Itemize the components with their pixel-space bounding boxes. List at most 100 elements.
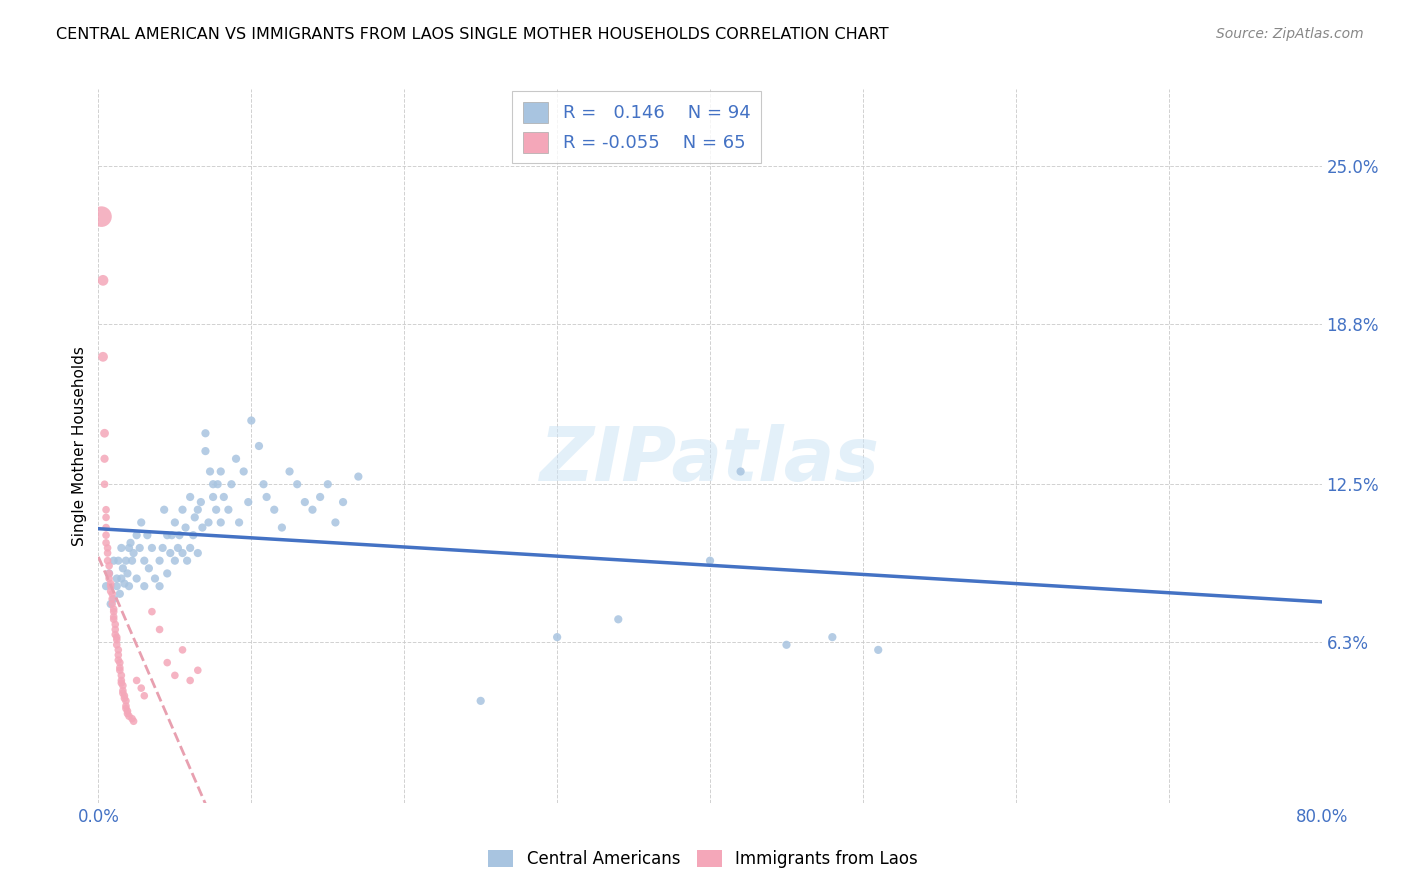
Point: [156, 528, 179, 542]
Point: [149, 623, 172, 637]
Point: [108, 656, 131, 670]
Point: [98, 572, 121, 586]
Point: [285, 477, 308, 491]
Legend: R =   0.146    N = 94, R = -0.055    N = 65: R = 0.146 N = 94, R = -0.055 N = 65: [512, 91, 761, 163]
Point: [115, 554, 138, 568]
Point: [252, 477, 274, 491]
Point: [181, 528, 204, 542]
Point: [247, 439, 270, 453]
Point: [98, 566, 121, 581]
Point: [187, 502, 209, 516]
Point: [209, 465, 232, 479]
Point: [108, 663, 131, 677]
Point: [98, 558, 121, 573]
Point: [93, 426, 115, 441]
Point: [91, 273, 114, 287]
Point: [160, 528, 183, 542]
Point: [94, 536, 117, 550]
Point: [110, 673, 132, 688]
Point: [316, 477, 339, 491]
Point: [103, 602, 125, 616]
Point: [111, 683, 134, 698]
Point: [104, 627, 127, 641]
Point: [821, 630, 844, 644]
Point: [101, 591, 124, 606]
Point: [101, 587, 124, 601]
Point: [94, 579, 117, 593]
Legend: Central Americans, Immigrants from Laos: Central Americans, Immigrants from Laos: [481, 843, 925, 875]
Point: [121, 712, 143, 726]
Point: [103, 612, 125, 626]
Point: [309, 490, 332, 504]
Point: [202, 490, 225, 504]
Point: [149, 554, 172, 568]
Point: [105, 572, 128, 586]
Point: [108, 587, 131, 601]
Point: [117, 706, 139, 721]
Point: [120, 536, 142, 550]
Point: [122, 714, 145, 729]
Point: [238, 495, 260, 509]
Point: [156, 566, 179, 581]
Point: [163, 554, 186, 568]
Point: [194, 426, 217, 441]
Point: [117, 566, 139, 581]
Point: [103, 591, 125, 606]
Point: [217, 502, 239, 516]
Point: [111, 679, 134, 693]
Point: [100, 584, 122, 599]
Point: [167, 541, 190, 555]
Point: [228, 516, 250, 530]
Point: [159, 546, 181, 560]
Text: Source: ZipAtlas.com: Source: ZipAtlas.com: [1216, 27, 1364, 41]
Point: [179, 673, 201, 688]
Point: [107, 643, 129, 657]
Point: [172, 546, 194, 560]
Point: [179, 490, 201, 504]
Point: [225, 451, 247, 466]
Point: [141, 541, 163, 555]
Point: [141, 605, 163, 619]
Point: [121, 554, 143, 568]
Point: [179, 541, 201, 555]
Point: [194, 444, 217, 458]
Point: [111, 686, 134, 700]
Point: [93, 477, 115, 491]
Point: [174, 520, 197, 534]
Point: [169, 528, 191, 542]
Point: [134, 579, 156, 593]
Point: [107, 653, 129, 667]
Point: [134, 689, 156, 703]
Point: [209, 516, 232, 530]
Point: [205, 502, 228, 516]
Point: [129, 516, 152, 530]
Point: [98, 566, 121, 581]
Point: [187, 546, 209, 560]
Point: [197, 516, 219, 530]
Point: [105, 579, 128, 593]
Point: [94, 502, 117, 516]
Point: [122, 546, 145, 560]
Point: [94, 510, 117, 524]
Point: [97, 554, 120, 568]
Point: [117, 704, 139, 718]
Point: [176, 554, 198, 568]
Point: [105, 630, 128, 644]
Point: [125, 528, 148, 542]
Point: [104, 623, 127, 637]
Point: [100, 576, 122, 591]
Point: [103, 554, 125, 568]
Point: [187, 663, 209, 677]
Point: [125, 572, 148, 586]
Point: [240, 413, 263, 427]
Point: [546, 630, 568, 644]
Point: [138, 561, 160, 575]
Point: [153, 502, 176, 516]
Point: [263, 502, 285, 516]
Point: [108, 661, 131, 675]
Point: [115, 701, 138, 715]
Point: [97, 541, 120, 555]
Point: [115, 694, 138, 708]
Point: [172, 502, 194, 516]
Point: [112, 691, 135, 706]
